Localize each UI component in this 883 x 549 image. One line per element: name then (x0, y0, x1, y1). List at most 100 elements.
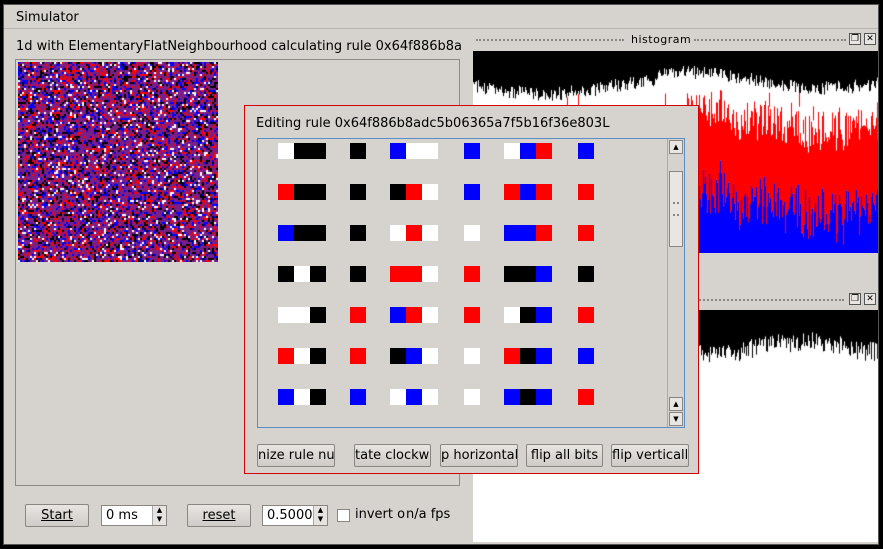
rule-cell (278, 266, 294, 282)
histogram-title: histogram (631, 33, 692, 46)
rule-output-cell[interactable] (464, 143, 480, 159)
rule-row (258, 348, 658, 364)
delay-spinbox[interactable]: 0 ms ▲ ▼ (101, 505, 167, 526)
rule-output-cell[interactable] (464, 266, 480, 282)
rule-output-cell[interactable] (464, 389, 480, 405)
rule-cell (504, 389, 520, 405)
rule-output-cell[interactable] (350, 348, 366, 364)
start-button[interactable]: Start (25, 504, 89, 527)
simulation-canvas[interactable] (18, 62, 218, 262)
ratio-value: 0.5000 (267, 508, 313, 523)
close-icon[interactable]: ✕ (864, 293, 876, 305)
rule-cell (504, 143, 520, 159)
rule-output-cell[interactable] (578, 225, 594, 241)
rule-cell (310, 389, 326, 405)
rule-cell (536, 348, 552, 364)
simulator-window: Simulator 1d with ElementaryFlatNeighbou… (3, 4, 879, 545)
rule-cell (278, 307, 294, 323)
rule-output-cell[interactable] (350, 225, 366, 241)
rule-cell (464, 389, 480, 405)
rule-output-cell[interactable] (578, 348, 594, 364)
rule-editor-dialog: Editing rule 0x64f886b8adc5b06365a7f5b16… (244, 105, 699, 474)
rule-neighbourhood (390, 143, 438, 159)
rule-output-cell[interactable] (350, 184, 366, 200)
rule-cell (464, 184, 480, 200)
window-titlebar[interactable]: Simulator (4, 5, 878, 29)
rule-neighbourhood (504, 348, 552, 364)
rule-cell (390, 225, 406, 241)
ratio-spinbox[interactable]: 0.5000 ▲ ▼ (262, 505, 328, 526)
rule-neighbourhood (278, 184, 326, 200)
histogram-dock-title[interactable]: histogram ❐ ✕ (474, 33, 878, 47)
rule-cell (504, 307, 520, 323)
rule-output-cell[interactable] (578, 143, 594, 159)
rule-cell (520, 348, 536, 364)
invert-label: invert o (355, 507, 406, 522)
scroll-down-icon[interactable]: ▼ (669, 412, 683, 426)
close-icon[interactable]: ✕ (864, 33, 876, 45)
rule-cell (406, 143, 422, 159)
rule-output-cell[interactable] (578, 184, 594, 200)
rule-cell (294, 348, 310, 364)
rule-cell (406, 225, 422, 241)
rule-row (258, 389, 658, 405)
rule-output-cell[interactable] (578, 266, 594, 282)
spin-arrows-icon[interactable]: ▲ ▼ (313, 506, 327, 525)
rule-cell (578, 389, 594, 405)
vertical-scrollbar[interactable]: ▲ ▲ ▼ (667, 139, 684, 427)
rule-output-cell[interactable] (350, 266, 366, 282)
rule-cell (390, 266, 406, 282)
rule-output-cell[interactable] (464, 225, 480, 241)
rule-cell (504, 266, 520, 282)
rule-output-cell[interactable] (350, 307, 366, 323)
rule-cell (536, 143, 552, 159)
flip-horizontal-button[interactable]: p horizontal (440, 444, 518, 467)
rule-cell (278, 389, 294, 405)
rule-cell (350, 225, 366, 241)
rule-cell (310, 143, 326, 159)
rule-neighbourhood (390, 225, 438, 241)
rule-cell (536, 389, 552, 405)
float-icon[interactable]: ❐ (849, 33, 861, 45)
spin-arrows-icon[interactable]: ▲ ▼ (152, 506, 166, 525)
rule-row (258, 225, 658, 241)
flip-vertically-button[interactable]: flip vertically (611, 444, 689, 467)
rule-neighbourhood (504, 266, 552, 282)
rule-cell (578, 348, 594, 364)
float-icon[interactable]: ❐ (849, 293, 861, 305)
rule-cell (464, 307, 480, 323)
window-title: Simulator (16, 10, 79, 25)
start-button-label: Start (41, 508, 73, 523)
rule-neighbourhood (504, 389, 552, 405)
rule-cell (350, 184, 366, 200)
rule-cell (578, 307, 594, 323)
rotate-clockwise-button[interactable]: tate clockwi (354, 444, 431, 467)
invert-checkbox[interactable] (337, 509, 350, 522)
rule-output-cell[interactable] (350, 143, 366, 159)
rule-output-cell[interactable] (578, 307, 594, 323)
rule-cell (294, 225, 310, 241)
rule-cell (294, 143, 310, 159)
rule-neighbourhood (278, 225, 326, 241)
rule-output-cell[interactable] (464, 184, 480, 200)
rule-output-cell[interactable] (578, 389, 594, 405)
rule-output-cell[interactable] (464, 348, 480, 364)
scroll-up-icon[interactable]: ▲ (669, 397, 683, 411)
rule-cell (520, 143, 536, 159)
scroll-thumb[interactable] (669, 171, 683, 247)
normalize-rule-button[interactable]: nize rule nur (257, 444, 335, 467)
rule-cell (310, 266, 326, 282)
rule-row (258, 143, 658, 159)
rule-cell (422, 225, 438, 241)
rule-cell (310, 184, 326, 200)
rule-output-cell[interactable] (464, 307, 480, 323)
reset-button[interactable]: reset (187, 504, 251, 527)
rule-cell (520, 225, 536, 241)
rule-cell (504, 225, 520, 241)
scroll-up-icon[interactable]: ▲ (669, 140, 683, 154)
simulation-label: 1d with ElementaryFlatNeighbourhood calc… (16, 39, 461, 54)
grip-icon (673, 202, 679, 216)
flip-all-bits-button[interactable]: flip all bits (526, 444, 603, 467)
rule-output-cell[interactable] (350, 389, 366, 405)
rule-cell (520, 389, 536, 405)
